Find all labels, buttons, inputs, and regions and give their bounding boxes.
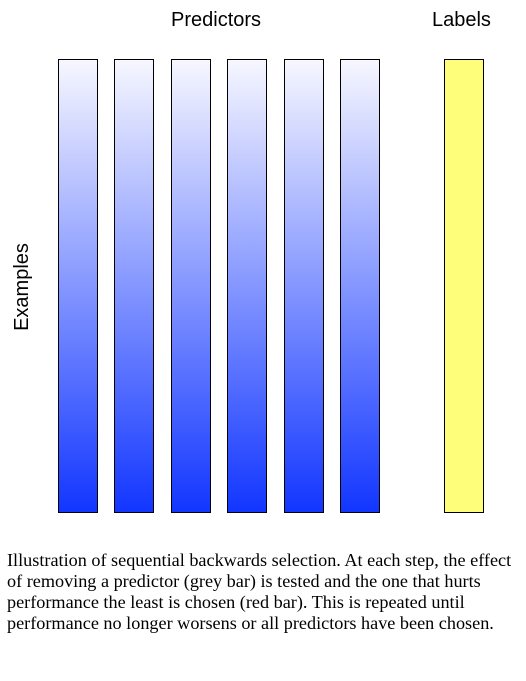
predictor-bar-2 bbox=[114, 59, 154, 513]
label-bar bbox=[444, 59, 484, 513]
predictors-heading: Predictors bbox=[171, 9, 262, 31]
predictor-bar-6 bbox=[340, 59, 380, 513]
predictor-bar-5 bbox=[284, 59, 324, 513]
examples-axis-label: Examples bbox=[11, 243, 33, 331]
predictor-bar-3 bbox=[171, 59, 211, 513]
predictor-bar-1 bbox=[58, 59, 98, 513]
labels-heading: Labels bbox=[432, 9, 491, 31]
figure-caption: Illustration of sequential backwards sel… bbox=[7, 550, 512, 633]
predictor-bar-4 bbox=[227, 59, 267, 513]
